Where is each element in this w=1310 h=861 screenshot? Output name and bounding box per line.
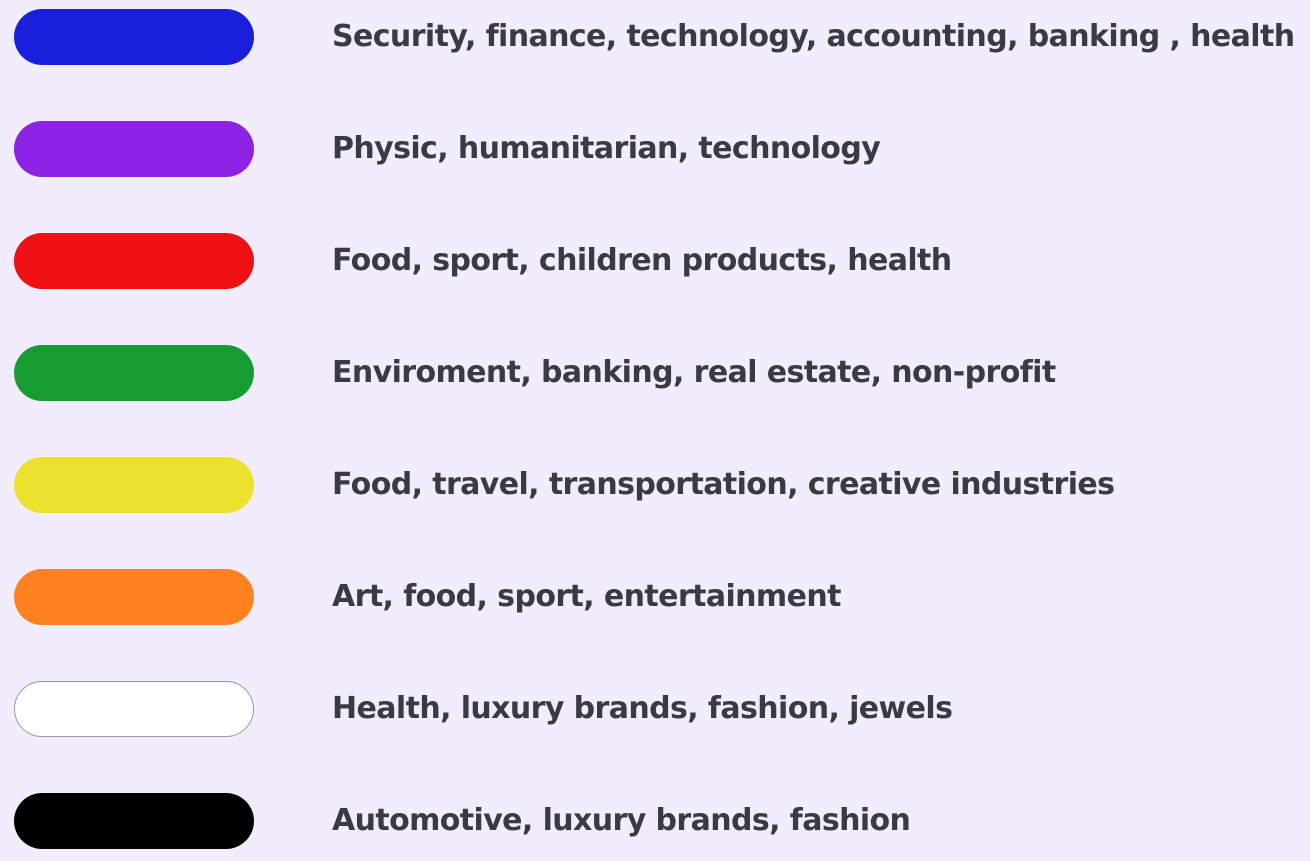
color-swatch-black	[14, 793, 254, 849]
legend-label-black: Automotive, luxury brands, fashion	[332, 803, 911, 838]
legend-row-white: Health, luxury brands, fashion, jewels	[0, 681, 1310, 739]
color-swatch-orange	[14, 569, 254, 625]
legend-row-blue: Security, finance, technology, accountin…	[0, 9, 1310, 67]
legend-row-red: Food, sport, children products, health	[0, 233, 1310, 291]
legend-label-blue: Security, finance, technology, accountin…	[332, 19, 1295, 54]
legend-row-purple: Physic, humanitarian, technology	[0, 121, 1310, 179]
legend-label-purple: Physic, humanitarian, technology	[332, 131, 881, 166]
color-swatch-red	[14, 233, 254, 289]
legend-label-white: Health, luxury brands, fashion, jewels	[332, 691, 953, 726]
color-swatch-white	[14, 681, 254, 737]
legend-label-red: Food, sport, children products, health	[332, 243, 952, 278]
legend-row-black: Automotive, luxury brands, fashion	[0, 793, 1310, 851]
color-swatch-purple	[14, 121, 254, 177]
color-swatch-green	[14, 345, 254, 401]
legend-label-orange: Art, food, sport, entertainment	[332, 579, 841, 614]
legend-row-green: Enviroment, banking, real estate, non-pr…	[0, 345, 1310, 403]
color-swatch-yellow	[14, 457, 254, 513]
legend-label-green: Enviroment, banking, real estate, non-pr…	[332, 355, 1056, 390]
legend-row-yellow: Food, travel, transportation, creative i…	[0, 457, 1310, 515]
legend-label-yellow: Food, travel, transportation, creative i…	[332, 467, 1115, 502]
color-swatch-blue	[14, 9, 254, 65]
legend-row-orange: Art, food, sport, entertainment	[0, 569, 1310, 627]
